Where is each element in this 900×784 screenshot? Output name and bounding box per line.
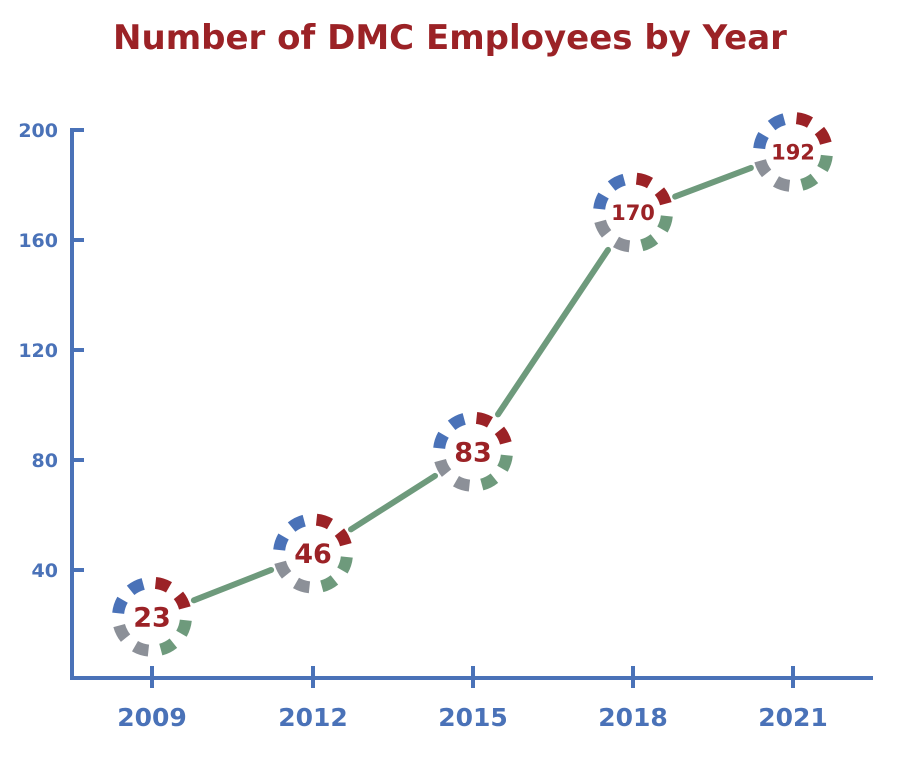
chart-title: Number of DMC Employees by Year	[113, 18, 787, 58]
marker-center	[287, 527, 339, 580]
marker-ring-segment	[447, 413, 466, 430]
series-segment	[190, 566, 275, 604]
marker-ring-segment	[814, 126, 832, 145]
axes: 40 80 120 160 200 2009 2012 2015 2018 2021	[18, 120, 873, 732]
data-label: 192	[771, 141, 815, 165]
marker-ring-segment	[767, 113, 786, 131]
y-tick-label: 80	[32, 450, 58, 472]
marker-center	[607, 186, 659, 239]
data-point-marker: 192	[753, 112, 833, 192]
marker-ring-segment	[176, 619, 192, 637]
marker-ring-segment	[497, 454, 513, 472]
marker-ring-segment	[113, 623, 131, 642]
marker-ring-segment	[132, 640, 150, 657]
marker-ring-segment	[817, 154, 833, 172]
marker-ring-segment	[657, 215, 673, 233]
x-tick-label: 2012	[278, 703, 348, 732]
marker-ring-segment	[112, 596, 128, 614]
data-point-marker: 46	[273, 513, 353, 594]
data-label: 170	[611, 201, 655, 225]
marker-ring-segment	[126, 578, 145, 595]
x-tick-label: 2009	[117, 703, 187, 732]
marker-ring-segment	[173, 591, 191, 610]
marker-ring-segment	[315, 513, 333, 530]
marker-ring-segment	[607, 173, 626, 191]
marker-ring-segment	[293, 577, 311, 594]
data-point-marker: 23	[112, 576, 192, 657]
marker-center	[126, 590, 178, 643]
data-point-marker: 170	[593, 172, 673, 253]
marker-ring-segment	[640, 234, 659, 252]
marker-ring-segment	[773, 176, 791, 192]
marker-ring-segment	[593, 192, 609, 210]
y-tick-label: 120	[18, 340, 58, 362]
data-point-marker: 83	[433, 411, 513, 492]
marker-ring-segment	[753, 132, 769, 150]
marker-ring-segment	[800, 173, 819, 191]
marker-ring-segment	[453, 475, 471, 492]
marker-ring-segment	[337, 556, 353, 574]
series-segment	[672, 164, 754, 200]
y-tick-label: 40	[32, 560, 58, 582]
marker-ring-segment	[433, 431, 449, 449]
marker-ring-segment	[594, 219, 612, 238]
data-label: 23	[133, 602, 171, 633]
marker-ring-segment	[434, 458, 452, 477]
x-tick-label: 2021	[758, 703, 828, 732]
marker-ring-segment	[654, 187, 672, 206]
marker-ring-segment	[334, 528, 352, 547]
marker-ring-segment	[274, 560, 292, 579]
data-label: 46	[294, 539, 332, 570]
marker-ring-segment	[287, 514, 306, 532]
marker-ring-segment	[480, 473, 499, 491]
marker-center	[447, 425, 499, 478]
marker-ring-segment	[754, 159, 772, 178]
series-segment	[495, 246, 611, 418]
x-tick-label: 2018	[598, 703, 668, 732]
marker-center	[767, 126, 819, 178]
marker-ring-segment	[635, 172, 653, 189]
series-line	[190, 164, 754, 604]
y-tick-label: 200	[18, 120, 58, 142]
marker-ring-segment	[494, 426, 512, 445]
data-markers: 23 46 83 170 192	[112, 112, 833, 657]
x-tick-label: 2015	[438, 703, 508, 732]
series-segment	[347, 472, 439, 533]
marker-ring-segment	[154, 576, 172, 593]
marker-ring-segment	[795, 112, 813, 128]
marker-ring-segment	[475, 411, 493, 428]
data-label: 83	[454, 437, 492, 468]
marker-ring-segment	[159, 638, 178, 656]
marker-ring-segment	[613, 236, 631, 253]
y-tick-label: 160	[18, 230, 58, 252]
marker-ring-segment	[273, 533, 289, 551]
marker-ring-segment	[320, 575, 339, 593]
